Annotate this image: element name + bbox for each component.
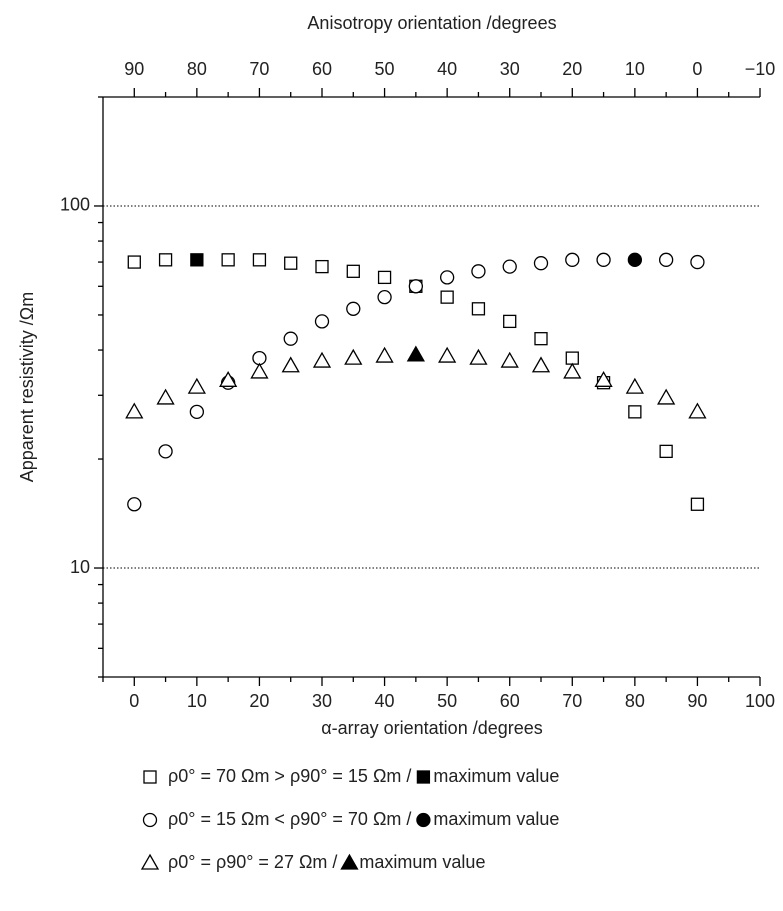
square-marker (503, 314, 517, 329)
circle-marker (283, 331, 298, 346)
triangle-marker (406, 345, 425, 362)
legend-label: ρ0° = ρ90° = 27 Ωm / (168, 852, 337, 872)
top-tick-label: 0 (692, 59, 702, 79)
square-marker (416, 770, 431, 784)
top-tick-label: 80 (187, 59, 207, 79)
triangle-marker (375, 346, 394, 363)
x-tick-label: 50 (437, 691, 457, 711)
y-tick-label: 10 (70, 557, 90, 577)
square-marker (252, 253, 267, 267)
circle-marker (690, 254, 705, 270)
triangle-marker (500, 351, 519, 368)
x-tick-label: 90 (687, 691, 707, 711)
circle-marker (377, 289, 392, 305)
triangle-marker (563, 362, 582, 379)
circle-marker (314, 314, 330, 329)
circle-marker (627, 252, 643, 267)
square-marker (471, 302, 486, 316)
top-tick-label: 70 (249, 59, 269, 79)
square-marker (284, 256, 298, 270)
circle-marker (127, 497, 142, 512)
x-tick-label: 70 (562, 691, 582, 711)
legend-label: maximum value (359, 852, 485, 872)
y-axis-title: Apparent resistivity /Ωm (17, 292, 37, 483)
circle-marker (142, 812, 158, 828)
triangle-marker (438, 346, 457, 363)
top-tick-label: 20 (562, 59, 582, 79)
top-tick-label: 10 (625, 59, 645, 79)
circle-marker (346, 301, 361, 316)
triangle-marker (340, 853, 359, 870)
x-tick-label: 20 (249, 691, 269, 711)
circle-marker (596, 252, 611, 267)
square-marker (659, 444, 673, 459)
square-marker (158, 253, 173, 267)
square-marker (628, 405, 642, 419)
triangle-marker (657, 388, 676, 405)
square-marker (315, 259, 329, 274)
x-tick-label: 0 (129, 691, 139, 711)
circle-marker (565, 252, 580, 267)
triangle-marker (125, 402, 144, 419)
square-marker (221, 253, 235, 267)
x-tick-label: 60 (500, 691, 520, 711)
triangle-marker (312, 351, 332, 368)
x-tick-label: 30 (312, 691, 332, 711)
top-tick-label: 90 (124, 59, 144, 79)
x-tick-label: 10 (187, 691, 207, 711)
circle-marker (189, 404, 205, 419)
circle-marker (158, 444, 173, 459)
triangle-marker (156, 388, 175, 405)
square-marker (127, 255, 141, 269)
triangle-marker (688, 402, 707, 419)
x-tick-label: 100 (745, 691, 775, 711)
square-marker (346, 264, 360, 278)
square-marker (565, 351, 579, 365)
square-marker (690, 497, 705, 511)
x-tick-label: 80 (625, 691, 645, 711)
circle-marker (416, 812, 431, 828)
square-marker (143, 770, 157, 784)
top-axis-title: Anisotropy orientation /degrees (307, 13, 556, 33)
triangle-marker (594, 370, 613, 387)
triangle-marker (531, 356, 551, 373)
legend-label: maximum value (433, 809, 559, 829)
legend-label: maximum value (433, 766, 559, 786)
x-tick-label: 40 (375, 691, 395, 711)
triangle-marker (250, 362, 269, 379)
legend-label: ρ0° = 15 Ωm < ρ90° = 70 Ωm / (168, 809, 411, 829)
square-marker (440, 290, 454, 304)
triangle-marker (187, 377, 206, 394)
x-axis-title: α-array orientation /degrees (321, 718, 543, 738)
circle-marker (471, 264, 486, 279)
square-marker (190, 253, 204, 267)
legend-label: ρ0° = 70 Ωm > ρ90° = 15 Ωm / (168, 766, 411, 786)
circle-marker (502, 259, 517, 274)
square-marker (377, 270, 392, 285)
square-marker (534, 332, 548, 346)
circle-marker (533, 256, 549, 271)
top-tick-label: 30 (500, 59, 520, 79)
y-tick-label: 100 (60, 195, 90, 215)
circle-marker (658, 252, 674, 267)
top-tick-label: 40 (437, 59, 457, 79)
circle-marker (439, 270, 455, 285)
top-tick-label: 60 (312, 59, 332, 79)
top-tick-label: 50 (375, 59, 395, 79)
triangle-marker (140, 853, 160, 870)
triangle-marker (281, 356, 300, 373)
circle-marker (408, 279, 424, 294)
triangle-marker (219, 370, 238, 387)
triangle-marker (625, 377, 644, 394)
triangle-marker (344, 348, 363, 365)
top-tick-label: −10 (745, 59, 776, 79)
triangle-marker (469, 348, 488, 365)
